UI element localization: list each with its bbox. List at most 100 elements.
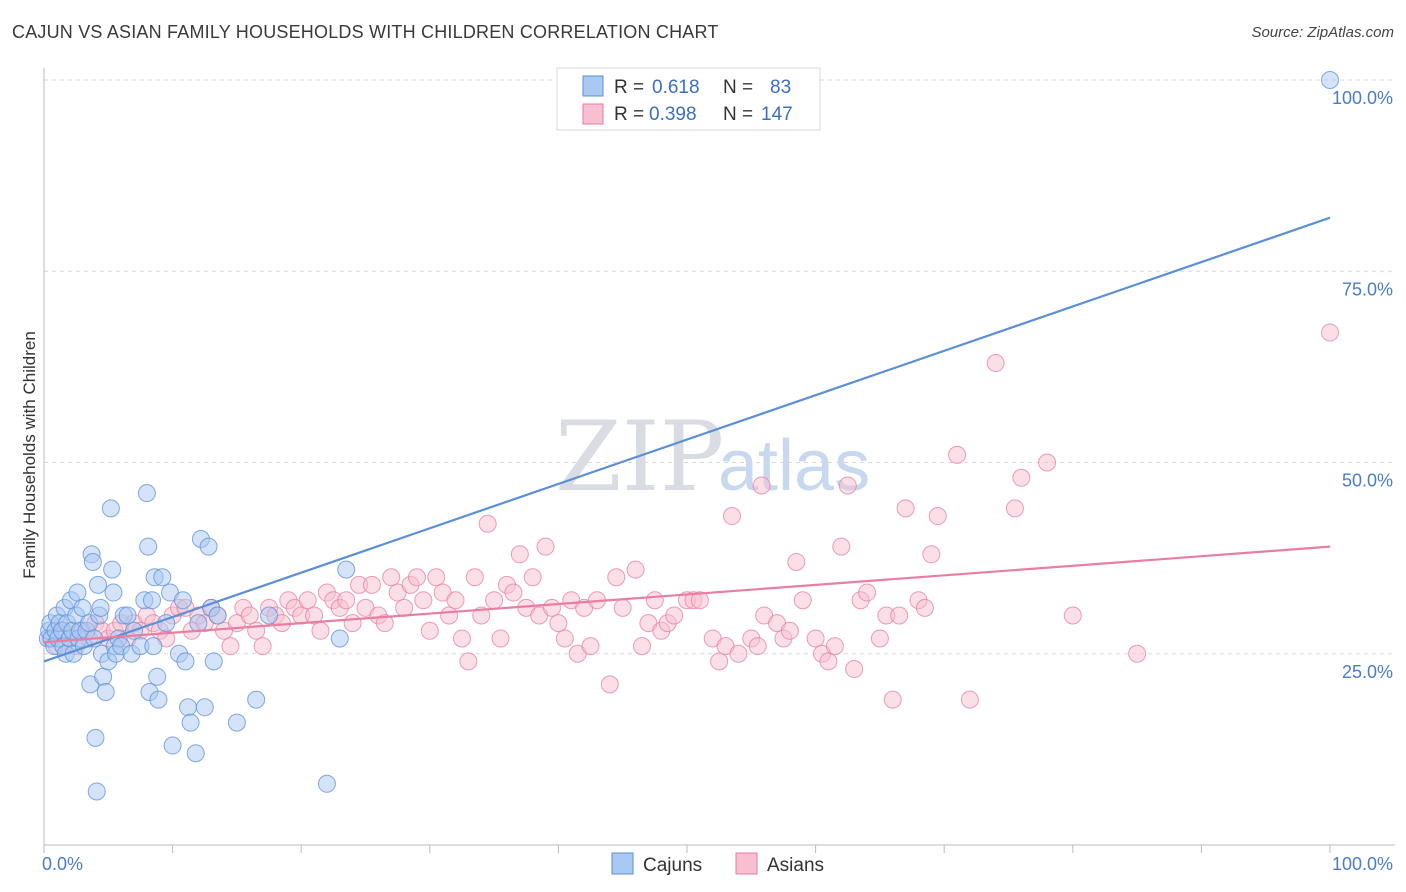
point-asians-129 xyxy=(922,545,941,564)
source-label: Source: ZipAtlas.com xyxy=(1251,24,1394,41)
point-asians-116 xyxy=(825,637,844,656)
x-tick-labels: 0.0% 100.0% xyxy=(42,854,1393,874)
point-cajuns-41 xyxy=(104,583,123,602)
point-asians-117 xyxy=(832,537,851,556)
point-asians-106 xyxy=(752,476,771,495)
y-tick-labels: 25.0% 50.0% 75.0% 100.0% xyxy=(1332,88,1393,682)
point-cajuns-37 xyxy=(96,683,115,701)
point-asians-64 xyxy=(452,629,471,648)
point-asians-112 xyxy=(793,591,812,610)
gridlines xyxy=(44,79,1395,655)
point-asians-131 xyxy=(948,445,967,464)
point-asians-59 xyxy=(420,621,439,640)
point-asians-138 xyxy=(1128,644,1147,663)
point-cajuns-72 xyxy=(195,698,214,717)
point-cajuns-40 xyxy=(103,560,122,579)
legend-swatch-asians xyxy=(582,103,604,125)
point-cajuns-36 xyxy=(94,667,113,686)
point-asians-139 xyxy=(1321,323,1339,342)
point-asians-119 xyxy=(845,660,864,679)
point-asians-111 xyxy=(787,552,806,571)
point-asians-33 xyxy=(253,637,272,656)
point-asians-126 xyxy=(896,499,915,518)
point-cajuns-73 xyxy=(199,537,218,556)
point-asians-52 xyxy=(375,614,394,633)
point-cajuns-68 xyxy=(181,713,200,732)
point-asians-89 xyxy=(626,560,645,579)
point-asians-124 xyxy=(883,690,902,709)
point-asians-66 xyxy=(465,568,484,587)
point-asians-53 xyxy=(382,568,401,587)
point-asians-65 xyxy=(459,652,478,671)
legend-box: R = 0.618 N = 83 R = 0.398 N = 147 xyxy=(556,67,821,131)
point-cajuns-70 xyxy=(189,614,208,633)
point-asians-70 xyxy=(491,629,510,648)
y-tick-label-3: 100.0% xyxy=(1332,88,1393,108)
point-cajuns-52 xyxy=(137,484,156,503)
bottom-legend: Cajuns Asians xyxy=(611,852,824,876)
point-asians-32 xyxy=(247,621,266,640)
point-cajuns-58 xyxy=(148,667,167,686)
legend-n-value-asians: 147 xyxy=(761,104,793,125)
point-asians-132 xyxy=(960,690,979,709)
point-cajuns-67 xyxy=(179,698,198,717)
point-asians-28 xyxy=(221,637,240,656)
point-cajuns-66 xyxy=(176,652,195,671)
legend-r-value-asians: 0.398 xyxy=(649,104,697,125)
point-asians-115 xyxy=(819,652,838,671)
point-cajuns-55 xyxy=(143,591,162,610)
point-cajuns-53 xyxy=(139,537,158,556)
series-asians-points xyxy=(41,323,1339,709)
point-cajuns-81 xyxy=(330,629,349,648)
point-cajuns-82 xyxy=(337,560,356,579)
point-cajuns-69 xyxy=(186,744,205,763)
point-asians-50 xyxy=(362,575,381,594)
point-asians-113 xyxy=(806,629,825,648)
point-asians-84 xyxy=(581,637,600,656)
point-cajuns-32 xyxy=(89,575,108,594)
point-cajuns-19 xyxy=(68,583,87,602)
point-asians-68 xyxy=(478,514,497,533)
point-asians-118 xyxy=(838,476,857,495)
point-cajuns-59 xyxy=(149,690,168,709)
point-asians-133 xyxy=(986,354,1005,373)
point-asians-86 xyxy=(600,675,619,694)
point-asians-47 xyxy=(343,614,362,633)
bottom-legend-label-asians: Asians xyxy=(767,855,824,876)
point-asians-42 xyxy=(311,621,330,640)
series-cajuns-points xyxy=(38,71,1339,801)
y-tick-label-1: 50.0% xyxy=(1342,471,1393,491)
point-asians-57 xyxy=(407,568,426,587)
y-axis-title: Family Households with Children xyxy=(20,331,39,579)
y-tick-label-0: 25.0% xyxy=(1342,662,1393,682)
point-asians-134 xyxy=(1005,499,1024,518)
point-cajuns-65 xyxy=(173,591,192,610)
point-asians-135 xyxy=(1012,468,1031,487)
point-asians-105 xyxy=(748,637,767,656)
point-asians-46 xyxy=(337,591,356,610)
point-cajuns-47 xyxy=(118,606,137,625)
point-asians-137 xyxy=(1063,606,1082,625)
point-cajuns-22 xyxy=(73,598,92,617)
legend-r-label-cajuns: R = xyxy=(614,77,644,98)
point-asians-63 xyxy=(446,591,465,610)
chart-title: CAJUN VS ASIAN FAMILY HOUSEHOLDS WITH CH… xyxy=(12,22,719,42)
point-cajuns-28 xyxy=(83,552,102,571)
point-asians-122 xyxy=(870,629,889,648)
x-tick-label-1: 100.0% xyxy=(1332,854,1393,874)
bottom-legend-label-cajuns: Cajuns xyxy=(643,855,702,876)
bottom-legend-swatch-asians xyxy=(735,852,758,875)
point-asians-72 xyxy=(504,583,523,602)
trend-line-asians xyxy=(43,545,1331,644)
point-asians-103 xyxy=(729,644,748,663)
point-asians-100 xyxy=(710,652,729,671)
legend-n-value-cajuns: 83 xyxy=(770,77,791,98)
point-asians-125 xyxy=(890,606,909,625)
point-cajuns-30 xyxy=(86,728,105,747)
point-cajuns-60 xyxy=(153,568,172,587)
point-asians-31 xyxy=(240,606,259,625)
point-asians-128 xyxy=(915,598,934,617)
point-cajuns-63 xyxy=(163,736,182,755)
point-asians-102 xyxy=(723,507,742,526)
